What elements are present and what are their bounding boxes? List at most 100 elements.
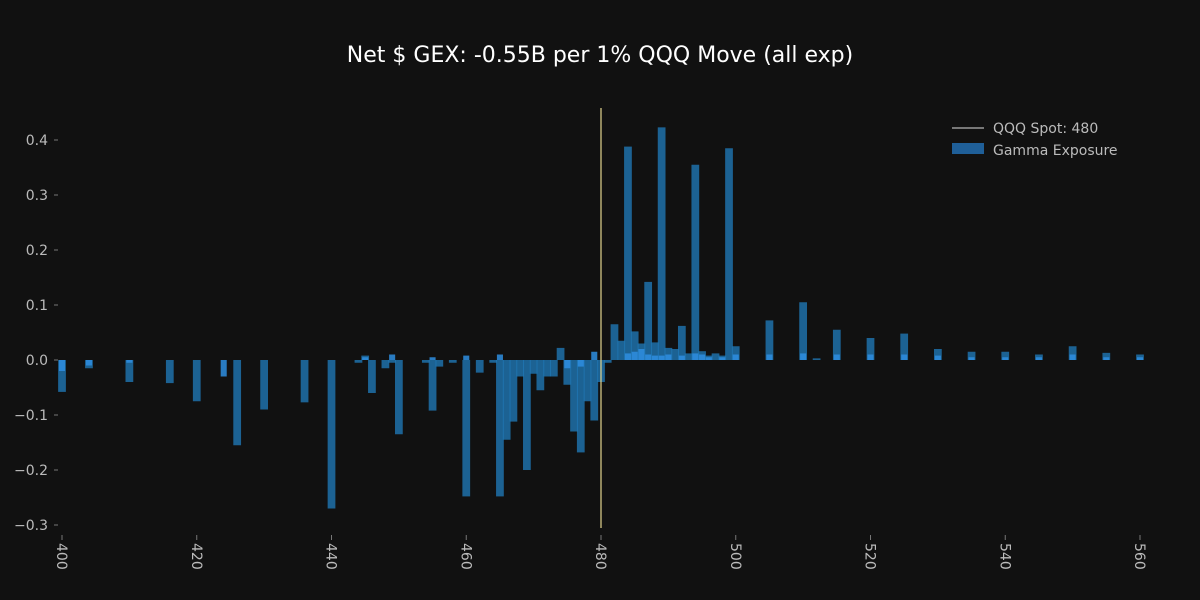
gex-overlay-bar: [766, 354, 773, 360]
y-tick-label: 0.4: [26, 133, 48, 149]
gex-bar: [536, 360, 545, 391]
gex-bar: [576, 360, 585, 453]
gex-bar: [610, 324, 619, 360]
gex-bar: [583, 360, 592, 402]
gex-bar: [502, 360, 511, 440]
gex-overlay-bar: [624, 353, 631, 360]
gex-bar: [866, 338, 875, 360]
gex-bar: [1068, 346, 1077, 360]
x-tick-label: 500: [727, 543, 743, 570]
gex-bar: [489, 360, 498, 363]
gex-overlay-bar: [638, 349, 645, 360]
gex-overlay-bar: [126, 360, 133, 363]
gex-bar: [549, 360, 558, 377]
y-tick-label: 0.0: [26, 353, 48, 369]
gex-bar: [529, 360, 538, 374]
gex-bar: [603, 360, 612, 363]
legend-spot-label: QQQ Spot: 480: [993, 121, 1098, 137]
gex-overlay-bar: [658, 355, 665, 360]
gex-bar: [300, 360, 309, 403]
gex-bar: [563, 360, 572, 385]
gex-bar: [462, 360, 471, 497]
gex-overlay-bar: [705, 357, 712, 360]
gex-bar: [395, 360, 403, 435]
chart-title: Net $ GEX: -0.55B per 1% QQQ Move (all e…: [347, 43, 853, 68]
gex-bar: [691, 164, 700, 360]
gex-bar: [368, 360, 376, 393]
gex-overlay-bar: [429, 357, 436, 360]
gex-bar: [765, 320, 774, 360]
gex-overlay-bar: [496, 354, 503, 360]
gex-overlay-bar: [631, 351, 638, 360]
gex-overlay-bar: [389, 354, 396, 360]
x-tick-label: 560: [1131, 543, 1147, 570]
gex-overlay-bar: [867, 354, 874, 360]
gex-bar: [651, 342, 659, 360]
gex-bar: [327, 360, 336, 509]
gex-overlay-bar: [1069, 354, 1076, 360]
gex-overlay-bar: [800, 353, 807, 360]
gex-overlay-bar: [645, 354, 652, 360]
y-tick-label: −0.2: [14, 463, 48, 479]
x-tick-label: 440: [323, 543, 339, 570]
gex-bar: [731, 346, 740, 360]
gex-overlay-bar: [678, 355, 685, 360]
gex-bar: [934, 349, 942, 360]
gex-bar: [125, 360, 134, 382]
gex-bar: [1001, 351, 1010, 360]
gex-overlay-bar: [732, 354, 739, 360]
gex-overlay-bar: [564, 360, 571, 369]
x-tick-label: 480: [592, 543, 608, 570]
gex-bar: [543, 360, 551, 377]
gex-bar: [523, 360, 531, 470]
legend-gamma-label: Gamma Exposure: [993, 143, 1118, 159]
legend: QQQ Spot: 480 Gamma Exposure: [952, 121, 1118, 159]
gex-bar: [677, 325, 686, 360]
gex-bar: [58, 360, 66, 392]
gex-overlay-bar: [699, 354, 706, 360]
gex-overlay-bar: [934, 355, 941, 360]
gex-bar: [900, 333, 909, 360]
gex-bar: [354, 360, 363, 363]
gex-bar: [617, 340, 626, 360]
gex-overlay-bar: [1035, 357, 1042, 360]
gex-bar: [475, 360, 484, 373]
gex-overlay-bar: [85, 360, 92, 366]
gex-bar: [832, 329, 841, 360]
gex-overlay-bar: [651, 355, 658, 360]
gex-overlay-bar: [591, 351, 598, 360]
gex-bar: [1102, 352, 1111, 360]
gex-bar: [428, 360, 437, 411]
gex-bar: [165, 360, 174, 384]
gex-overlay-bar: [220, 360, 227, 377]
overlay-bars-layer: [58, 349, 1144, 377]
gex-bar: [711, 353, 720, 360]
gex-bar: [967, 351, 976, 360]
gex-bar: [624, 146, 632, 360]
gex-bar: [671, 349, 679, 360]
gex-overlay-bar: [58, 360, 66, 371]
gex-overlay-bar: [665, 354, 672, 360]
gex-overlay-bar: [362, 357, 369, 360]
gex-bar: [496, 360, 504, 497]
y-axis: −0.3 −0.2 −0.1 0.0 0.1 0.2 0.3 0.4: [14, 133, 58, 534]
gex-overlay-bar: [1136, 357, 1144, 360]
gex-overlay-bar: [692, 353, 699, 360]
y-tick-label: −0.1: [14, 408, 48, 424]
x-tick-label: 400: [53, 543, 69, 570]
gex-bar: [516, 360, 525, 377]
gex-bar: [509, 360, 518, 422]
gex-overlay-bar: [1002, 357, 1009, 360]
x-tick-label: 540: [996, 543, 1012, 570]
gex-overlay-bar: [833, 354, 840, 360]
gex-bar: [192, 360, 201, 402]
y-tick-label: 0.3: [26, 188, 48, 204]
gex-bar: [684, 353, 693, 360]
y-tick-label: 0.2: [26, 243, 48, 259]
gex-bar: [435, 360, 444, 367]
gex-bar: [260, 360, 268, 410]
gex-bar: [590, 360, 599, 421]
gex-overlay-bar: [1103, 357, 1110, 360]
